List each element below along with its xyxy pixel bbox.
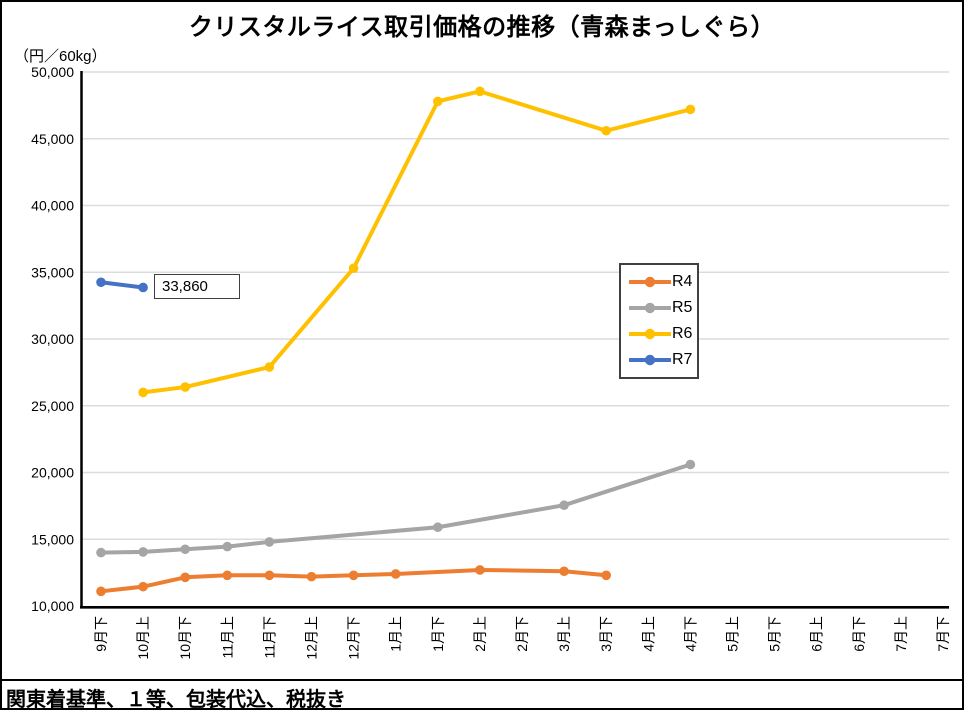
- x-tick-label: 11月上: [219, 616, 235, 659]
- x-tick-label: 1月下: [430, 616, 446, 652]
- series-R6: [138, 86, 696, 398]
- data-point-marker: [559, 566, 569, 577]
- data-point-marker: [96, 586, 106, 597]
- x-tick-label: 6月下: [851, 616, 867, 652]
- legend-item-r4: R4: [629, 273, 697, 291]
- footer-separator-line: [2, 679, 962, 681]
- y-tick-label: 25,000: [31, 398, 74, 414]
- data-point-marker: [96, 547, 106, 558]
- data-point-marker: [433, 96, 443, 107]
- data-point-marker: [222, 541, 233, 552]
- footer-note: 関東着基準、１等、包装代込、税抜き: [6, 689, 346, 711]
- data-point-marker: [138, 547, 148, 557]
- legend-swatch: [629, 302, 671, 314]
- legend-item-r5: R5: [629, 299, 697, 317]
- x-tick-label: 2月下: [514, 616, 530, 652]
- data-point-marker: [138, 581, 148, 592]
- data-point-marker: [96, 277, 106, 288]
- x-tick-label: 10月上: [135, 616, 151, 660]
- series-R4: [96, 565, 611, 597]
- data-point-marker: [264, 362, 275, 372]
- line-chart-canvas: 50,000 45,000 40,000 35,000 30,000 25,000 20,0…: [31, 64, 951, 660]
- data-point-marker: [306, 571, 317, 582]
- x-tick-label: 7月上: [893, 616, 909, 652]
- y-tick-label: 45,000: [31, 131, 74, 147]
- x-tick-label: 5月上: [725, 616, 741, 652]
- data-point-marker: [348, 570, 359, 581]
- data-point-marker: [180, 572, 190, 583]
- x-tick-label: 5月下: [767, 616, 783, 652]
- data-point-marker: [180, 382, 190, 392]
- x-axis-tick-labels: 9月下 10月上 10月下 11月上 11月下 12月上 12月下 1月上 1月下 2月上 2月下 3…: [93, 616, 951, 660]
- x-tick-label: 11月下: [261, 616, 277, 659]
- x-tick-label: 12月下: [346, 616, 362, 660]
- data-point-marker: [601, 570, 611, 581]
- data-point-marker: [475, 565, 485, 575]
- y-tick-label: 50,000: [31, 64, 74, 80]
- x-tick-label: 10月下: [177, 616, 193, 660]
- data-point-marker: [685, 104, 696, 115]
- x-tick-label: 4月上: [640, 616, 656, 652]
- y-axis-unit-label: （円／60kg）: [14, 48, 107, 65]
- legend-label: R7: [672, 351, 693, 368]
- legend-item-r7: R7: [629, 351, 697, 369]
- legend-swatch: [629, 328, 671, 340]
- data-point-marker: [433, 522, 443, 533]
- legend-item-r6: R6: [629, 325, 697, 343]
- y-tick-label: 35,000: [31, 264, 74, 280]
- x-tick-label: 6月上: [809, 616, 825, 652]
- y-tick-label: 40,000: [31, 198, 74, 214]
- legend-label: R6: [672, 325, 693, 342]
- x-tick-label: 1月上: [388, 616, 404, 652]
- x-tick-label: 2月上: [472, 616, 488, 652]
- data-point-marker: [180, 544, 190, 555]
- legend-label: R4: [672, 273, 693, 290]
- data-point-marker: [138, 282, 148, 293]
- y-tick-label: 15,000: [31, 531, 74, 547]
- data-point-marker: [222, 570, 233, 581]
- x-tick-label: 7月下: [935, 616, 951, 652]
- x-tick-label: 3月上: [556, 616, 572, 652]
- series-R7: [96, 277, 148, 293]
- legend-swatch: [629, 276, 671, 288]
- data-point-marker: [264, 570, 275, 581]
- data-point-marker: [138, 387, 148, 398]
- gridlines: [81, 71, 949, 540]
- x-tick-label: 3月下: [598, 616, 614, 652]
- chart-title: クリスタルライス取引価格の推移（青森まっしぐら）: [188, 14, 776, 41]
- x-tick-label: 4月下: [682, 616, 698, 652]
- y-tick-label: 10,000: [31, 598, 74, 614]
- data-point-marker: [475, 86, 485, 97]
- data-label-annotation: 33,860: [154, 274, 240, 299]
- data-point-marker: [559, 500, 569, 511]
- x-tick-label: 9月下: [93, 616, 109, 652]
- y-axis-tick-labels: 50,000 45,000 40,000 35,000 30,000 25,000 20,0…: [31, 64, 74, 614]
- series-R5: [96, 459, 696, 558]
- data-point-marker: [601, 125, 611, 136]
- chart-legend: R4 R5 R6 R7: [619, 263, 699, 379]
- data-point-marker: [685, 459, 696, 470]
- legend-swatch: [629, 354, 671, 366]
- y-tick-label: 30,000: [31, 331, 74, 347]
- x-tick-label: 12月上: [304, 616, 320, 660]
- data-point-marker: [390, 569, 401, 579]
- y-tick-label: 20,000: [31, 465, 74, 481]
- data-point-marker: [348, 263, 359, 274]
- legend-label: R5: [672, 299, 693, 316]
- data-point-marker: [264, 537, 275, 547]
